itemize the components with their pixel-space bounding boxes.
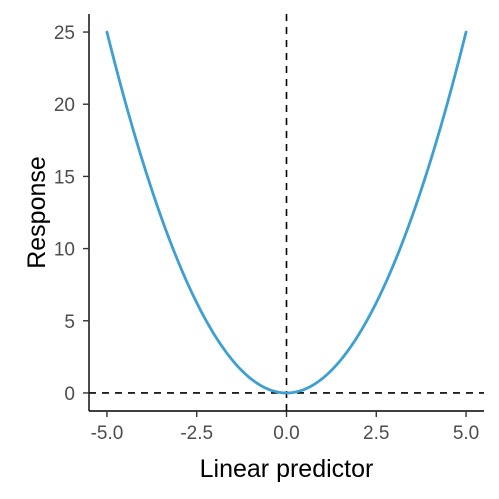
y-tick-label: 5: [64, 312, 75, 333]
x-axis-title: Linear predictor: [200, 455, 374, 483]
y-axis-title: Response: [23, 156, 51, 269]
y-tick-label: 15: [54, 167, 75, 188]
x-tick-label: 2.5: [363, 423, 389, 444]
y-tick-label: 20: [54, 95, 75, 116]
series-line: [105, 30, 468, 395]
x-tick-label: -2.5: [180, 423, 213, 444]
plot-area: [89, 14, 484, 411]
x-tick-label: 0.0: [273, 423, 299, 444]
y-tick-label: 10: [54, 240, 75, 261]
y-tick-label: 25: [54, 23, 75, 44]
x-tick-label: 5.0: [453, 423, 479, 444]
x-tick-label: -5.0: [91, 423, 124, 444]
ticks: -5.0 -2.5 0.0 2.5 5.0 0 5 10 15 20 25: [54, 23, 479, 444]
y-tick-label: 0: [64, 384, 75, 405]
